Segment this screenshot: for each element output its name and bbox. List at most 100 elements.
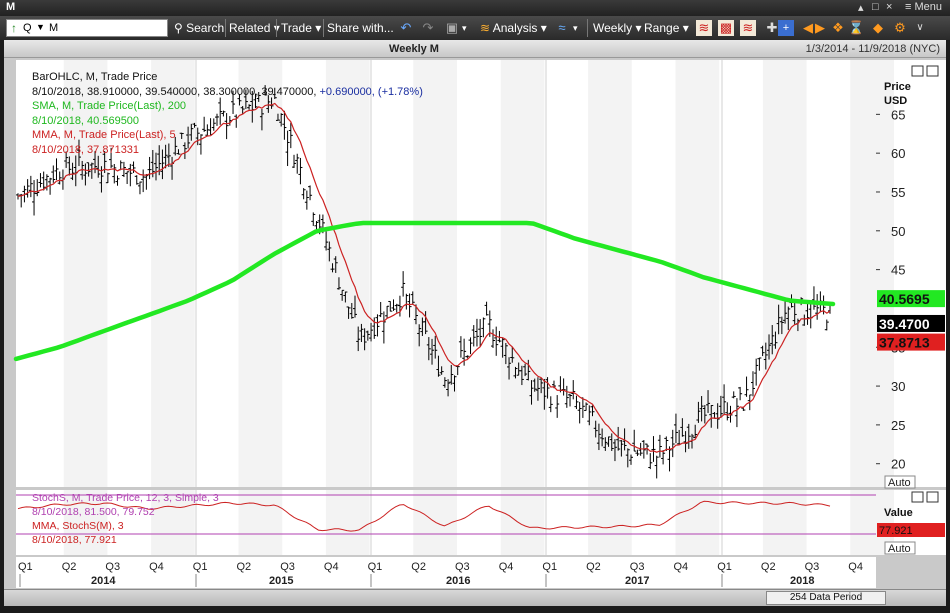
quarter-label: Q4 [499, 561, 514, 573]
quarter-shade [151, 60, 195, 487]
quarter-label: Q3 [455, 561, 470, 573]
search-button[interactable]: ⚲ Search [174, 21, 225, 35]
quarter-shade [588, 490, 632, 555]
camera-icon[interactable]: ▣ [445, 20, 459, 35]
price-tick-label: 20 [891, 457, 905, 472]
quarter-label: Q3 [280, 561, 295, 573]
price-axis-unit: USD [884, 95, 908, 107]
quarter-shade [762, 490, 807, 555]
quarter-label: Q3 [805, 561, 820, 573]
legend-bars-name: BarOHLC, M, Trade Price [32, 71, 158, 83]
price-auto-button[interactable] [884, 475, 916, 489]
analysis-icon: ≋ [480, 21, 491, 35]
menu-label: Menu [914, 1, 942, 13]
stoch-legend: StochS, M, Trade Price, 12, 3, Simple, 3… [32, 491, 219, 547]
year-label: 2017 [625, 575, 649, 587]
zoom-in-icon[interactable]: ❖ [832, 20, 844, 35]
data-period[interactable]: 254 Data Period [766, 591, 886, 605]
stoch-legend-values: 8/10/2018, 81.500, 79.752 [32, 506, 155, 518]
quarter-shade [413, 60, 457, 487]
symbol-entry[interactable]: ↑ Q ▼ [6, 19, 168, 37]
stoch-mma-value: 8/10/2018, 77.921 [32, 534, 117, 546]
stoch-auto-button[interactable] [884, 541, 916, 555]
search-label: Search [186, 21, 225, 35]
quarter-label: Q3 [105, 561, 120, 573]
quarter-label: Q1 [368, 561, 383, 573]
crosshair-icon[interactable]: ✚ [766, 20, 778, 35]
add-indicator-icon[interactable]: + [778, 20, 794, 36]
minimize-icon[interactable]: ▴ [858, 2, 864, 14]
weekly-button[interactable]: Weekly ▾ [593, 21, 642, 35]
stoch-axis-title: Value [884, 507, 913, 519]
analysis-button[interactable]: ≋ Analysis ▾ [480, 21, 547, 35]
last-price-tag-bg [877, 314, 945, 332]
year-label: 2016 [446, 575, 470, 587]
waves-icon[interactable]: ≈ [558, 20, 566, 35]
symbol-input[interactable] [49, 21, 165, 35]
price-tick-label: 45 [891, 263, 905, 278]
menu-button[interactable]: ≡ Menu [904, 1, 942, 13]
scroll-left-icon[interactable]: ◀ [803, 20, 813, 35]
price-bars [16, 85, 832, 479]
undo-icon[interactable]: ↶ [400, 20, 412, 35]
stoch-value-tag: 77.921 [879, 525, 913, 537]
stoch-legend-name: StochS, M, Trade Price, 12, 3, Simple, 3 [32, 492, 219, 504]
status-bar: 254 Data Period [4, 589, 946, 606]
trade-button[interactable]: Trade ▾ [281, 21, 322, 35]
price-tick-label: 55 [891, 185, 905, 200]
divider [225, 19, 226, 37]
quarter-shade [238, 490, 283, 555]
price-axis-title: Price USD [884, 80, 911, 108]
stoch-line [17, 500, 831, 532]
quarter-label: Q4 [674, 561, 689, 573]
quarter-label: Q2 [411, 561, 426, 573]
stoch-mma-name: MMA, StochS(M), 3 [32, 520, 124, 532]
divider [323, 19, 324, 37]
chevron-down-icon[interactable]: ▾ [462, 23, 467, 33]
quarter-shade [325, 490, 370, 555]
price-tick-label: 30 [891, 379, 905, 394]
quarter-shade [63, 60, 108, 487]
search-mode[interactable]: Q [23, 22, 32, 34]
year-label: 2018 [790, 575, 814, 587]
compare-chart-icon[interactable]: ≋ [740, 20, 756, 36]
price-axis-label: Price [884, 81, 911, 93]
price-auto-button-label: Auto [888, 477, 911, 489]
mma-value-tag-bg [877, 333, 945, 351]
chevron-down-icon[interactable]: ▾ [573, 23, 578, 33]
legend-mma-value: 8/10/2018, 37.871331 [32, 143, 140, 156]
quarter-shade [63, 490, 108, 555]
zoom-out-icon[interactable]: ⌛ [848, 20, 865, 35]
quarter-shade [151, 490, 195, 555]
stoch-panel-close-icon[interactable] [926, 491, 939, 503]
price-tick-label: 50 [891, 224, 905, 239]
fit-icon[interactable]: ◆ [873, 20, 883, 35]
mma-value-tag: 37.8713 [879, 335, 930, 351]
more-icon[interactable]: ∨ [916, 22, 924, 33]
sma-value-tag: 40.5695 [879, 291, 930, 307]
bar-chart-icon[interactable]: ▩ [718, 20, 734, 36]
price-legend: BarOHLC, M, Trade Price 8/10/2018, 38.91… [32, 70, 423, 157]
price-panel-restore-icon[interactable] [911, 65, 924, 77]
price-tick-label: 65 [891, 107, 905, 122]
range-label: Range [644, 21, 680, 35]
redo-icon[interactable]: ↷ [422, 20, 434, 35]
maximize-icon[interactable]: □ [872, 1, 879, 13]
settings-icon[interactable]: ⚙ [894, 20, 906, 35]
chevron-down-icon[interactable]: ▼ [36, 22, 45, 32]
stoch-panel-restore-icon[interactable] [911, 491, 924, 503]
sma-line [13, 220, 836, 362]
line-chart-icon[interactable]: ≋ [696, 20, 712, 36]
sma-value-tag-bg [877, 290, 945, 308]
share-label: Share with... [327, 21, 394, 35]
close-icon[interactable]: × [886, 1, 893, 13]
range-button[interactable]: Range ▾ [644, 21, 689, 35]
window-title: M [6, 1, 16, 13]
scroll-right-icon[interactable]: ▶ [815, 20, 825, 35]
quarter-shade [325, 60, 370, 487]
quarter-label: Q3 [630, 561, 645, 573]
price-panel-close-icon[interactable] [926, 65, 939, 77]
quarter-label: Q4 [149, 561, 164, 573]
share-button[interactable]: Share with... [327, 21, 394, 35]
